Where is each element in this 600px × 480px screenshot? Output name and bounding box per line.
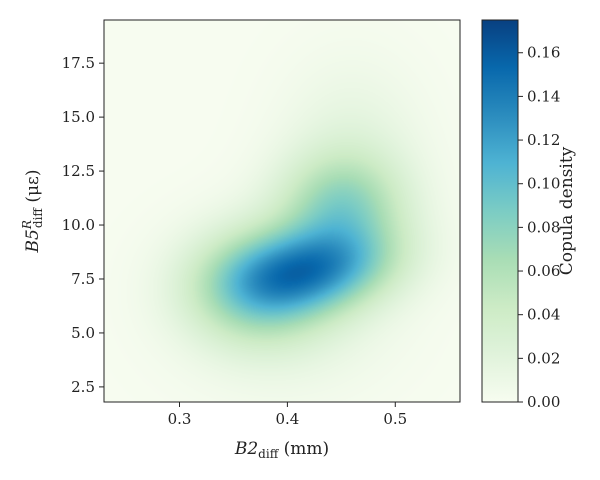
x-tick-label: 0.3	[168, 410, 192, 428]
colorbar	[481, 19, 519, 403]
x-axis: 0.3 0.4 0.5	[168, 402, 407, 428]
y-tick-label: 5.0	[71, 324, 95, 342]
colorbar-tick-label: 0.08	[527, 218, 560, 236]
y-tick-label: 7.5	[71, 270, 95, 288]
colorbar-tick-label: 0.12	[527, 131, 560, 149]
colorbar-tick-label: 0.14	[527, 87, 560, 105]
y-tick-label: 15.0	[62, 108, 95, 126]
colorbar-tick-label: 0.16	[527, 44, 560, 62]
density-heatmap	[104, 20, 460, 402]
colorbar-tick-label: 0.00	[527, 393, 560, 411]
x-axis-label: B2diff (mm)	[234, 439, 329, 461]
colorbar-label: Copula density	[557, 146, 577, 275]
colorbar-tick-label: 0.10	[527, 175, 560, 193]
y-axis-label: B5Rdiff (με)	[20, 170, 45, 254]
colorbar-tick-label: 0.04	[527, 306, 560, 324]
y-tick-label: 2.5	[71, 378, 95, 396]
y-tick-label: 12.5	[62, 162, 95, 180]
plot-frame	[103, 19, 461, 403]
x-tick-label: 0.5	[383, 410, 407, 428]
colorbar-ticks: 0.00 0.02 0.04 0.06 0.08 0.10 0.12 0.14 0.16	[518, 44, 560, 411]
y-axis: 2.5 5.0 7.5 10.0 12.5 15.0 17.5	[62, 54, 104, 396]
y-tick-label: 10.0	[62, 216, 95, 234]
colorbar-tick-label: 0.02	[527, 349, 560, 367]
y-tick-label: 17.5	[62, 54, 95, 72]
x-tick-label: 0.4	[275, 410, 299, 428]
colorbar-tick-label: 0.06	[527, 262, 560, 280]
